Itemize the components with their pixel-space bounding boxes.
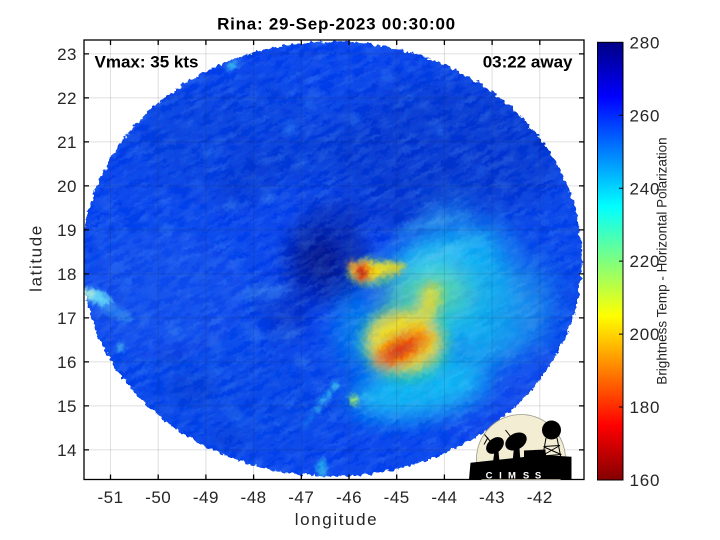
svg-text:-45: -45 xyxy=(384,488,410,507)
svg-text:-48: -48 xyxy=(241,488,267,507)
svg-text:19: 19 xyxy=(57,221,77,240)
svg-text:180: 180 xyxy=(630,398,661,417)
svg-text:17: 17 xyxy=(57,309,77,328)
svg-text:S: S xyxy=(523,471,529,482)
svg-text:-50: -50 xyxy=(145,488,171,507)
svg-text:Brightness Temp - Horizontal P: Brightness Temp - Horizontal Polarizatio… xyxy=(655,137,670,384)
svg-text:200: 200 xyxy=(630,325,661,344)
svg-text:Vmax: 35 kts: Vmax: 35 kts xyxy=(95,52,199,71)
svg-text:S: S xyxy=(535,471,541,482)
svg-text:21: 21 xyxy=(57,133,77,152)
svg-text:16: 16 xyxy=(57,353,77,372)
svg-text:-49: -49 xyxy=(193,488,219,507)
svg-text:Rina: 29-Sep-2023 00:30:00: Rina: 29-Sep-2023 00:30:00 xyxy=(217,14,456,33)
svg-text:14: 14 xyxy=(57,441,77,460)
svg-text:260: 260 xyxy=(630,106,661,125)
svg-text:C: C xyxy=(486,471,493,482)
svg-text:-42: -42 xyxy=(527,488,553,507)
svg-text:-47: -47 xyxy=(288,488,314,507)
svg-text:22: 22 xyxy=(57,89,77,108)
svg-text:220: 220 xyxy=(630,252,661,271)
svg-text:I: I xyxy=(499,471,502,482)
svg-text:-51: -51 xyxy=(97,488,123,507)
svg-text:latitude: latitude xyxy=(27,224,46,292)
svg-text:160: 160 xyxy=(630,471,661,490)
svg-text:M: M xyxy=(508,471,516,482)
svg-text:15: 15 xyxy=(57,397,77,416)
svg-text:280: 280 xyxy=(630,33,661,52)
svg-text:23: 23 xyxy=(57,45,77,64)
svg-text:240: 240 xyxy=(630,179,661,198)
svg-text:longitude: longitude xyxy=(295,510,378,529)
svg-text:-44: -44 xyxy=(431,488,457,507)
svg-text:-43: -43 xyxy=(479,488,505,507)
svg-text:-46: -46 xyxy=(336,488,362,507)
svg-text:18: 18 xyxy=(57,265,77,284)
svg-text:03:22 away: 03:22 away xyxy=(483,52,573,71)
svg-text:20: 20 xyxy=(57,177,77,196)
